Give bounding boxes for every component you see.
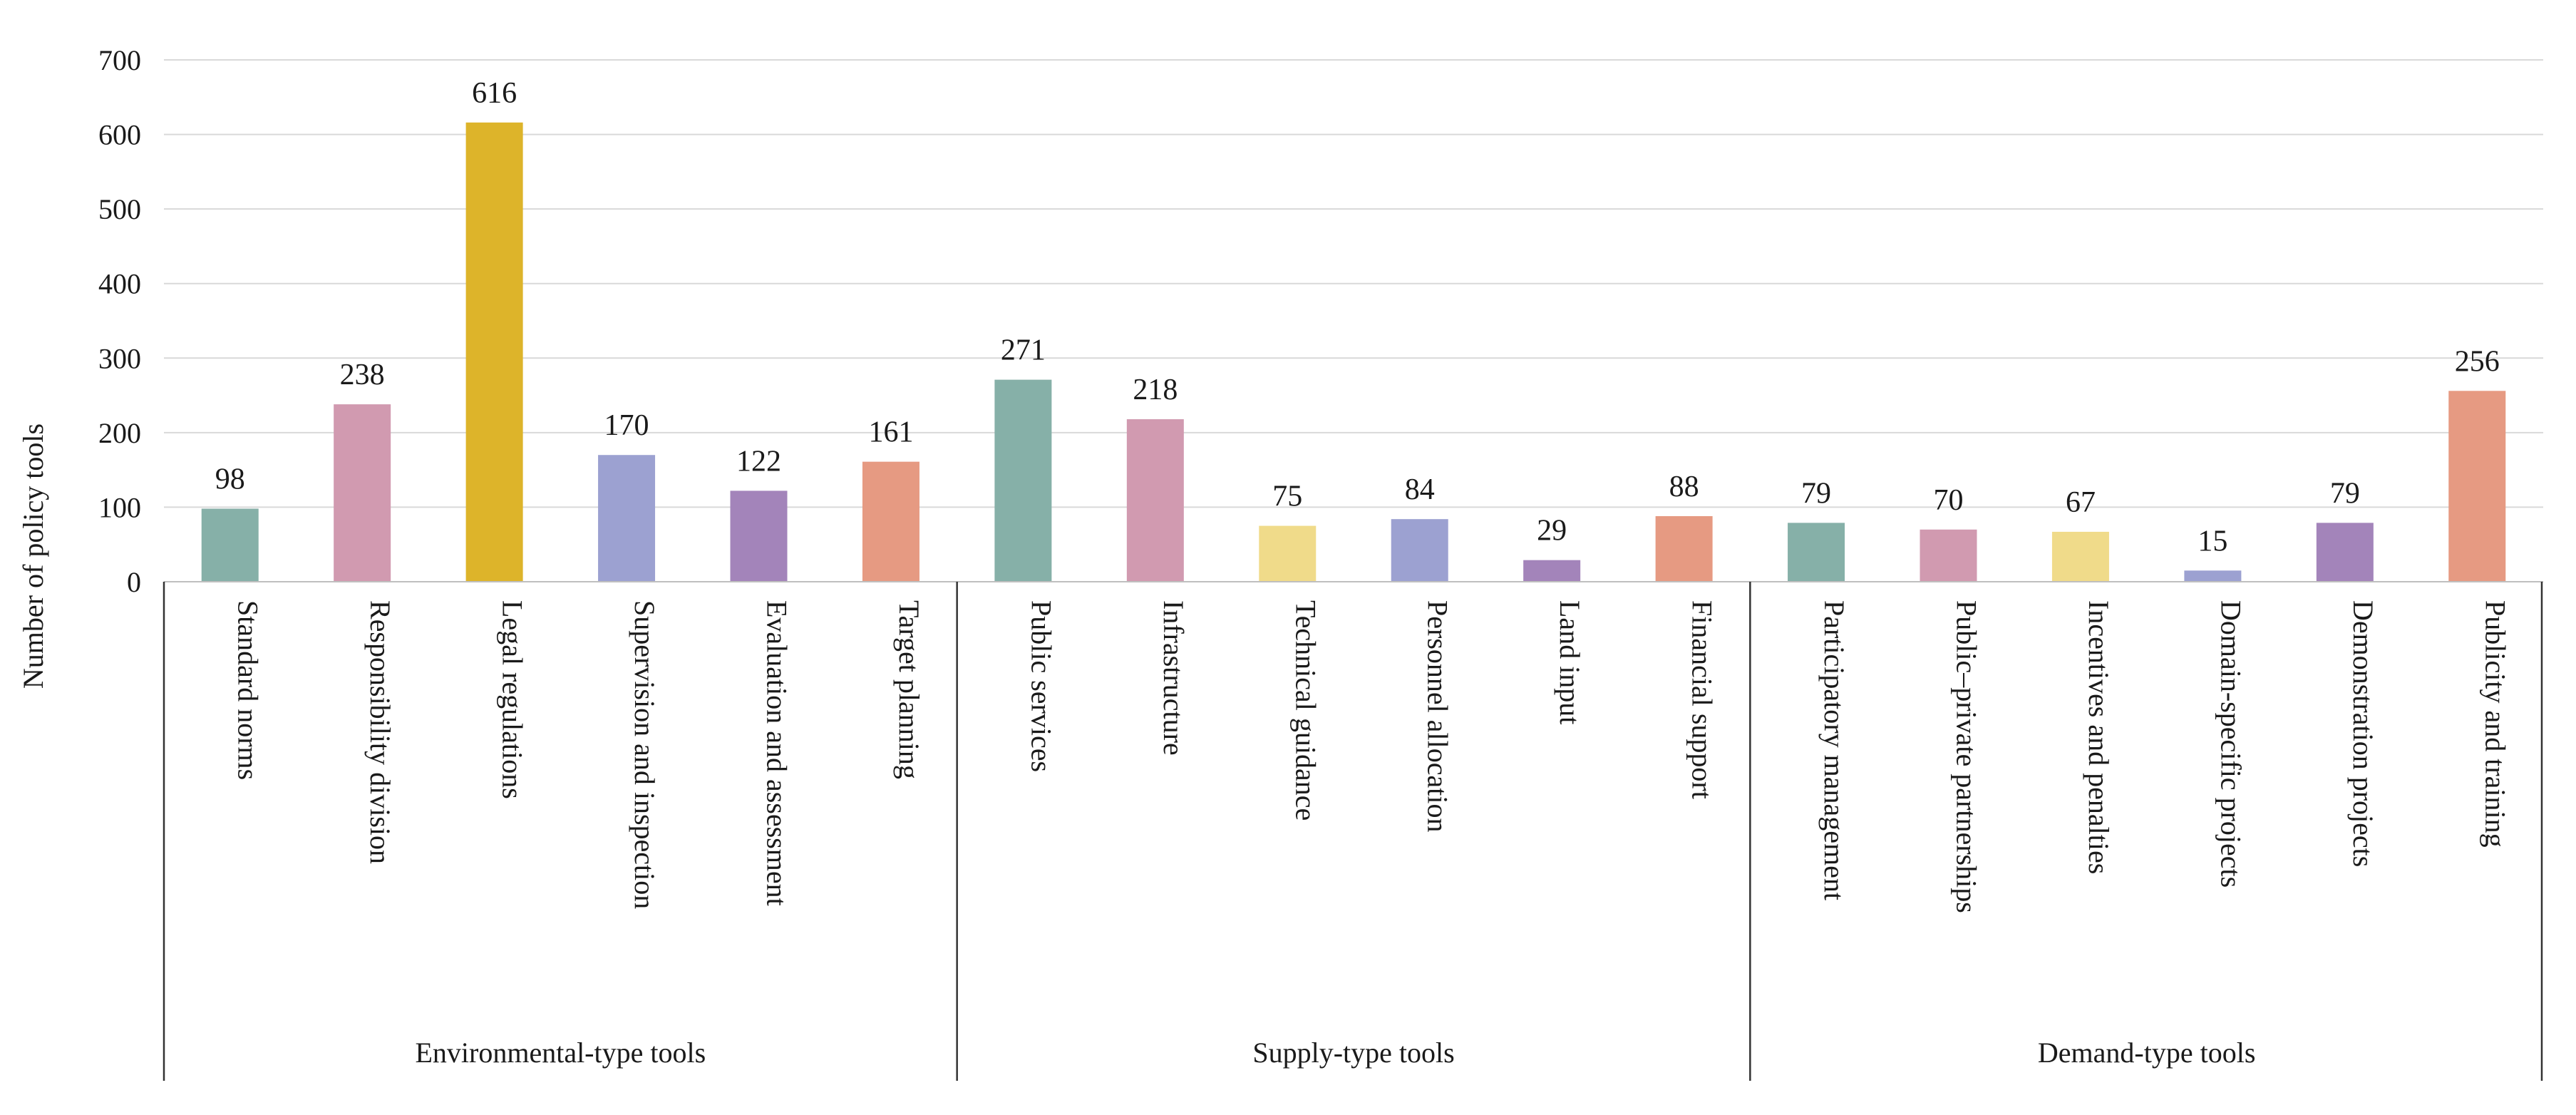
- bars: [201, 122, 2506, 582]
- data-label: 238: [340, 359, 385, 391]
- data-label: 15: [2198, 525, 2227, 558]
- y-tick-label: 500: [98, 193, 141, 225]
- axes: [163, 581, 2543, 1081]
- data-label: 98: [215, 463, 245, 496]
- category-label: Evaluation and assessment: [761, 600, 793, 906]
- bar-public-private-partnerships: [1920, 529, 1977, 582]
- category-labels: Standard norms Responsibility division Leg…: [232, 600, 2512, 913]
- category-label: Personnel allocation: [1422, 600, 1454, 832]
- data-labels: 98 238 616 170 122 161 271 218 75 84 29 88 79 70 67 15 7…: [215, 77, 2500, 558]
- category-label: Supervision and inspection: [629, 600, 661, 909]
- y-axis-ticks: 0 100 200 300 400 500 600 700: [98, 44, 141, 598]
- bar-standard-norms: [201, 508, 259, 582]
- bar-supervision-and-inspection: [598, 455, 656, 582]
- bar-domain-specific-projects: [2184, 570, 2242, 582]
- data-label: 161: [868, 416, 913, 449]
- data-label: 256: [2455, 345, 2500, 378]
- data-label: 84: [1405, 473, 1435, 506]
- group-label: Environmental-type tools: [415, 1037, 706, 1069]
- category-label: Responsibility division: [364, 600, 396, 864]
- bar-participatory-management: [1788, 523, 1845, 582]
- category-label: Target planning: [893, 600, 925, 779]
- group-labels: Environmental-type tools Supply-type tool…: [415, 1037, 2255, 1069]
- category-label: Legal regulations: [497, 600, 529, 799]
- bar-incentives-and-penalties: [2051, 531, 2109, 582]
- group-label: Supply-type tools: [1252, 1037, 1454, 1069]
- bar-target-planning: [862, 461, 919, 582]
- category-label: Technical guidance: [1289, 600, 1322, 821]
- bar-financial-support: [1655, 515, 1713, 582]
- bar-land-input: [1523, 560, 1581, 582]
- bar-publicity-and-training: [2448, 391, 2506, 582]
- category-label: Demonstration projects: [2347, 600, 2379, 867]
- data-label: 79: [2330, 477, 2360, 510]
- data-label: 70: [1934, 484, 1964, 517]
- data-label: 271: [1001, 334, 1046, 367]
- y-tick-label: 0: [127, 566, 141, 598]
- bar-technical-guidance: [1259, 525, 1317, 582]
- category-label: Infrastructure: [1158, 600, 1190, 756]
- category-label: Incentives and penalties: [2083, 600, 2115, 874]
- bar-infrastructure: [1126, 419, 1184, 582]
- category-label: Financial support: [1686, 600, 1719, 799]
- data-label: 29: [1537, 515, 1567, 548]
- bar-responsibility-division: [334, 404, 391, 582]
- data-label: 75: [1272, 481, 1302, 513]
- data-label: 616: [472, 77, 517, 110]
- category-label: Land input: [1554, 600, 1586, 724]
- data-label: 67: [2066, 486, 2096, 519]
- bar-demonstration-projects: [2316, 523, 2374, 582]
- category-label: Publicity and training: [2479, 600, 2511, 848]
- y-axis-label: Number of policy tools: [17, 423, 49, 689]
- bar-evaluation-and-assessment: [730, 490, 788, 582]
- y-tick-label: 700: [98, 44, 141, 76]
- data-label: 122: [736, 445, 781, 478]
- data-label: 88: [1669, 471, 1699, 503]
- gridlines: [164, 59, 2543, 508]
- category-label: Participatory management: [1818, 600, 1850, 900]
- group-label: Demand-type tools: [2038, 1037, 2256, 1069]
- data-label: 79: [1801, 477, 1831, 510]
- data-label: 218: [1133, 374, 1178, 406]
- category-label: Public–private partnerships: [1951, 600, 1983, 913]
- category-label: Public services: [1025, 600, 1057, 772]
- y-tick-label: 300: [98, 342, 141, 374]
- y-tick-label: 200: [98, 417, 141, 449]
- bar-personnel-allocation: [1391, 519, 1448, 582]
- category-label: Domain-specific projects: [2215, 600, 2247, 888]
- y-tick-label: 400: [98, 268, 141, 300]
- category-label: Standard norms: [232, 600, 264, 780]
- y-tick-label: 100: [98, 491, 141, 523]
- bar-public-services: [994, 379, 1052, 582]
- y-tick-label: 600: [98, 119, 141, 151]
- bar-legal-regulations: [465, 122, 523, 582]
- data-label: 170: [604, 409, 649, 442]
